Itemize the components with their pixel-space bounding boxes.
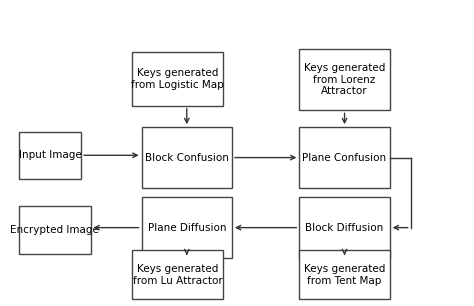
Bar: [299, 127, 390, 188]
Text: Keys generated
from Tent Map: Keys generated from Tent Map: [304, 264, 385, 285]
Text: Block Diffusion: Block Diffusion: [305, 223, 383, 233]
Bar: [132, 52, 223, 106]
Text: Keys generated
from Lu Attractor: Keys generated from Lu Attractor: [133, 264, 222, 285]
Bar: [142, 197, 232, 258]
Bar: [132, 251, 223, 299]
Text: Input Image: Input Image: [18, 150, 81, 160]
Text: Keys generated
from Lorenz
Attractor: Keys generated from Lorenz Attractor: [304, 63, 385, 96]
Text: Encrypted Image: Encrypted Image: [10, 225, 99, 235]
Text: Block Confusion: Block Confusion: [145, 153, 229, 162]
Bar: [18, 206, 91, 254]
Bar: [299, 50, 390, 110]
Bar: [142, 127, 232, 188]
Text: Plane Confusion: Plane Confusion: [302, 153, 387, 162]
Text: Keys generated
from Logistic Map: Keys generated from Logistic Map: [131, 68, 224, 90]
Bar: [299, 251, 390, 299]
Bar: [299, 197, 390, 258]
Bar: [18, 132, 81, 179]
Text: Plane Diffusion: Plane Diffusion: [147, 223, 226, 233]
